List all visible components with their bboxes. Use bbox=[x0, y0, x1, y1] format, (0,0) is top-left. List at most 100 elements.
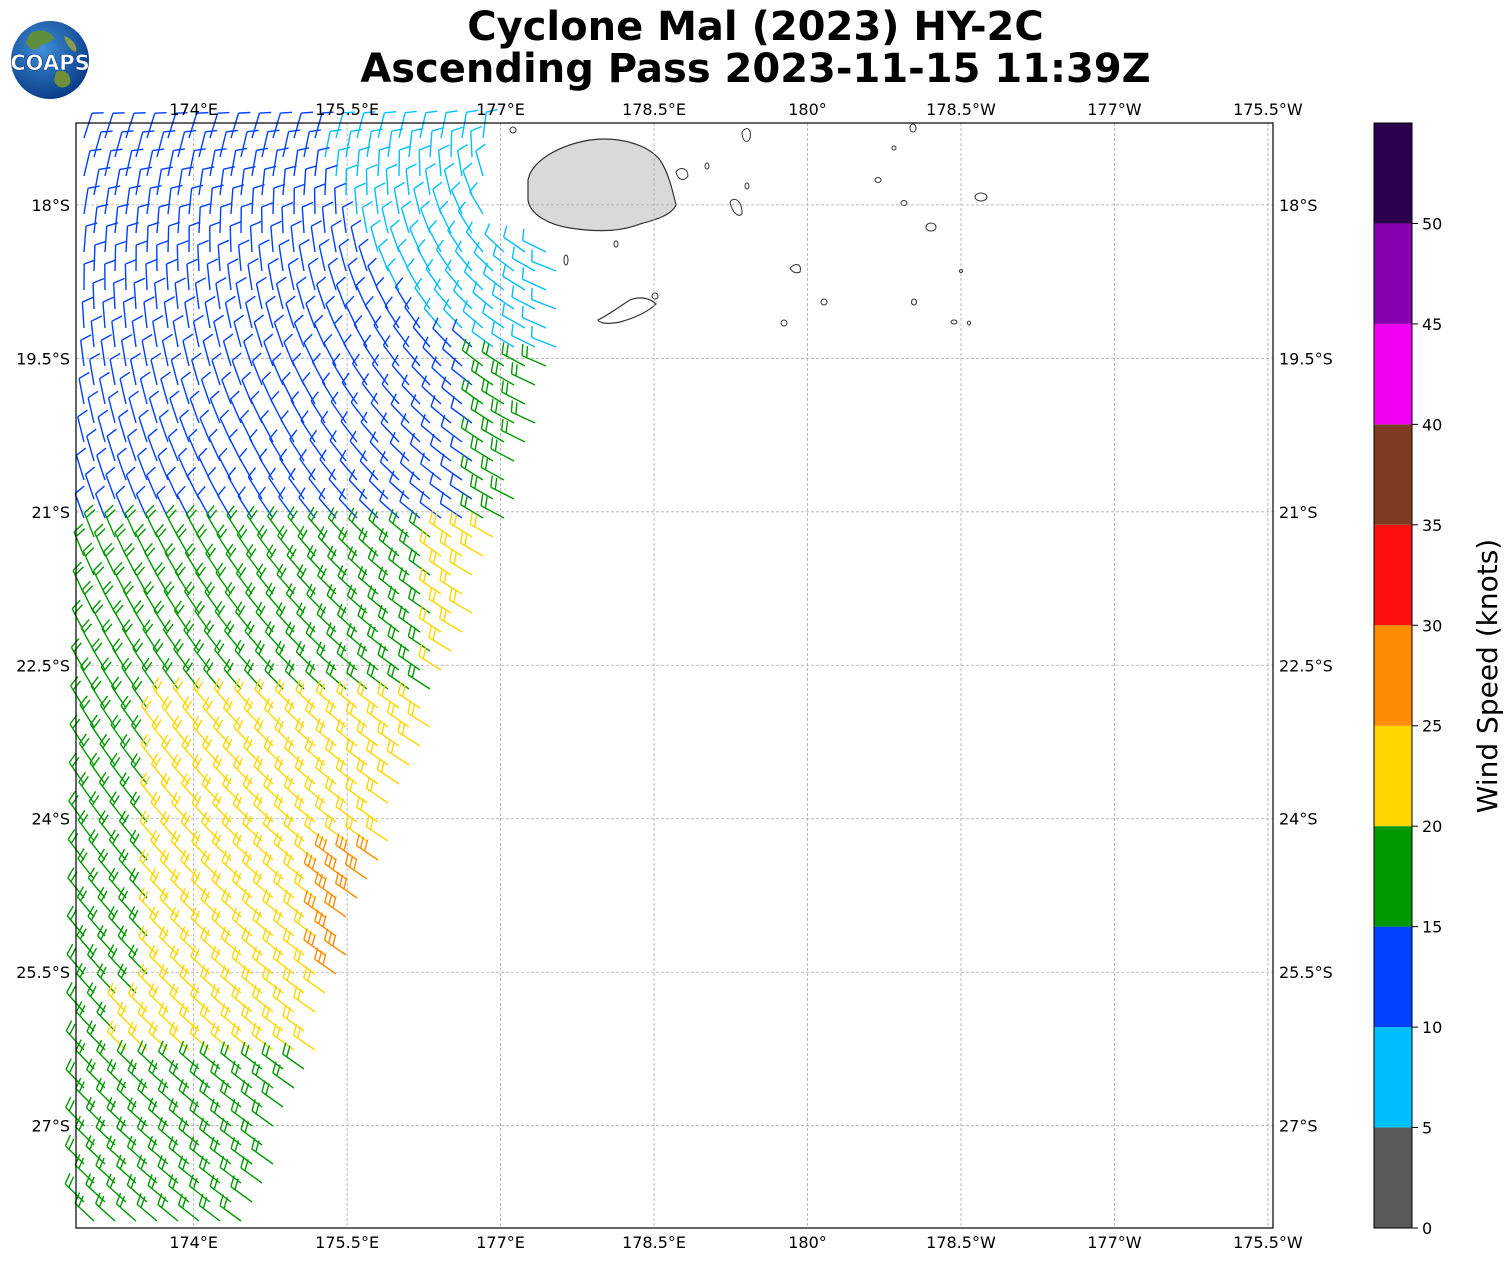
wind-barb bbox=[101, 619, 116, 652]
wind-barb bbox=[245, 543, 263, 576]
wind-barb bbox=[335, 111, 355, 139]
wind-barb bbox=[411, 355, 431, 386]
wind-barb bbox=[251, 111, 272, 139]
wind-barb bbox=[293, 183, 306, 215]
wind-barb bbox=[480, 494, 505, 519]
wind-barb bbox=[208, 428, 221, 462]
wind-barb bbox=[260, 409, 274, 443]
wind-barb bbox=[154, 277, 166, 310]
wind-barb bbox=[178, 1117, 200, 1146]
wind-barb bbox=[329, 430, 347, 462]
x-tick-label-top: 175.5°W bbox=[1233, 100, 1303, 119]
colorbar-frame bbox=[1373, 122, 1413, 1229]
wind-barb bbox=[231, 907, 253, 937]
wind-barb bbox=[451, 318, 473, 348]
wind-barb bbox=[435, 239, 452, 272]
wind-barb bbox=[178, 1155, 200, 1184]
wind-barb bbox=[377, 643, 400, 671]
wind-barb bbox=[280, 410, 295, 443]
wind-barb bbox=[125, 185, 142, 215]
wind-barb bbox=[314, 794, 337, 823]
wind-barb bbox=[163, 296, 176, 329]
wind-barb bbox=[272, 985, 295, 1013]
wind-barb bbox=[422, 336, 442, 367]
wind-barb bbox=[119, 733, 137, 766]
wind-barb bbox=[365, 164, 378, 196]
wind-barb bbox=[276, 563, 295, 595]
wind-barb bbox=[439, 530, 463, 557]
wind-barb bbox=[114, 523, 127, 557]
wind-barb bbox=[95, 1116, 116, 1146]
wind-barb bbox=[241, 888, 263, 918]
wind-barb bbox=[386, 257, 400, 291]
wind-barb bbox=[245, 295, 256, 329]
wind-barb bbox=[172, 314, 184, 348]
wind-barb bbox=[220, 1041, 242, 1070]
wind-barb bbox=[354, 182, 366, 215]
wind-barb bbox=[136, 1154, 158, 1184]
wind-barb bbox=[194, 600, 211, 633]
island-small-10 bbox=[950, 319, 958, 325]
wind-barb bbox=[171, 753, 190, 785]
wind-barb bbox=[139, 371, 151, 405]
wind-barb bbox=[210, 1022, 232, 1051]
wind-barb bbox=[95, 1192, 116, 1222]
wind-barb bbox=[305, 295, 316, 329]
island-small-15 bbox=[909, 123, 917, 133]
wind-barb bbox=[255, 601, 274, 633]
wind-barb bbox=[460, 416, 484, 443]
wind-barb bbox=[230, 390, 242, 424]
wind-barb bbox=[131, 315, 143, 348]
wind-barb bbox=[146, 184, 162, 215]
wind-barb bbox=[328, 468, 347, 500]
wind-barb bbox=[409, 432, 431, 462]
wind-barb bbox=[459, 531, 484, 557]
wind-barb bbox=[323, 333, 337, 367]
wind-barb bbox=[73, 523, 86, 557]
x-tick-label-bottom: 175.5°E bbox=[315, 1233, 379, 1252]
wind-barb bbox=[209, 1136, 232, 1165]
wind-barb bbox=[405, 163, 417, 196]
wind-barb bbox=[192, 314, 204, 348]
wind-barb bbox=[180, 849, 200, 880]
wind-barb bbox=[503, 225, 526, 253]
wind-barb bbox=[121, 333, 133, 367]
wind-barb bbox=[521, 228, 547, 253]
wind-barb bbox=[366, 128, 383, 158]
wind-barb bbox=[137, 1001, 158, 1032]
wind-barb bbox=[104, 112, 125, 139]
wind-barb bbox=[170, 792, 190, 823]
wind-barb bbox=[409, 219, 421, 253]
wind-barb bbox=[339, 449, 358, 481]
wind-barb bbox=[230, 1098, 253, 1127]
wind-barb bbox=[241, 850, 263, 880]
wind-barb bbox=[88, 829, 106, 861]
wind-barb bbox=[188, 221, 201, 253]
wind-barb bbox=[263, 736, 284, 766]
wind-barb bbox=[345, 128, 363, 158]
wind-barb bbox=[200, 888, 221, 918]
wind-barb bbox=[114, 166, 132, 196]
wind-barb bbox=[186, 466, 200, 500]
wind-barb bbox=[177, 1193, 200, 1222]
wind-barb bbox=[180, 773, 200, 804]
wind-barb bbox=[388, 470, 410, 500]
wind-barb bbox=[77, 810, 95, 842]
wind-barb bbox=[191, 792, 211, 823]
wind-barb bbox=[67, 829, 85, 861]
wind-barb bbox=[356, 719, 379, 747]
wind-barb bbox=[201, 773, 221, 804]
wind-barb bbox=[183, 619, 200, 652]
wind-barb bbox=[400, 200, 412, 234]
wind-barb bbox=[199, 964, 221, 994]
wind-barb bbox=[116, 1116, 137, 1146]
wind-barb bbox=[293, 111, 313, 139]
y-tick-label-right: 24°S bbox=[1279, 810, 1318, 829]
wind-barb bbox=[293, 147, 310, 177]
wind-barb bbox=[272, 147, 289, 177]
wind-barb bbox=[274, 678, 295, 709]
wind-barb bbox=[303, 129, 322, 158]
wind-barb bbox=[319, 449, 337, 481]
colorbar-segment bbox=[1374, 123, 1412, 224]
wind-barb bbox=[419, 452, 442, 481]
